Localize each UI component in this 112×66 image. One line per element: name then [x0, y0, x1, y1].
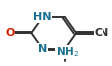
Text: N: N: [38, 44, 47, 54]
Text: HN: HN: [33, 12, 52, 22]
Text: C: C: [95, 28, 103, 38]
Text: NH$_2$: NH$_2$: [56, 45, 79, 59]
Text: O: O: [5, 28, 15, 38]
Text: N: N: [99, 28, 108, 38]
